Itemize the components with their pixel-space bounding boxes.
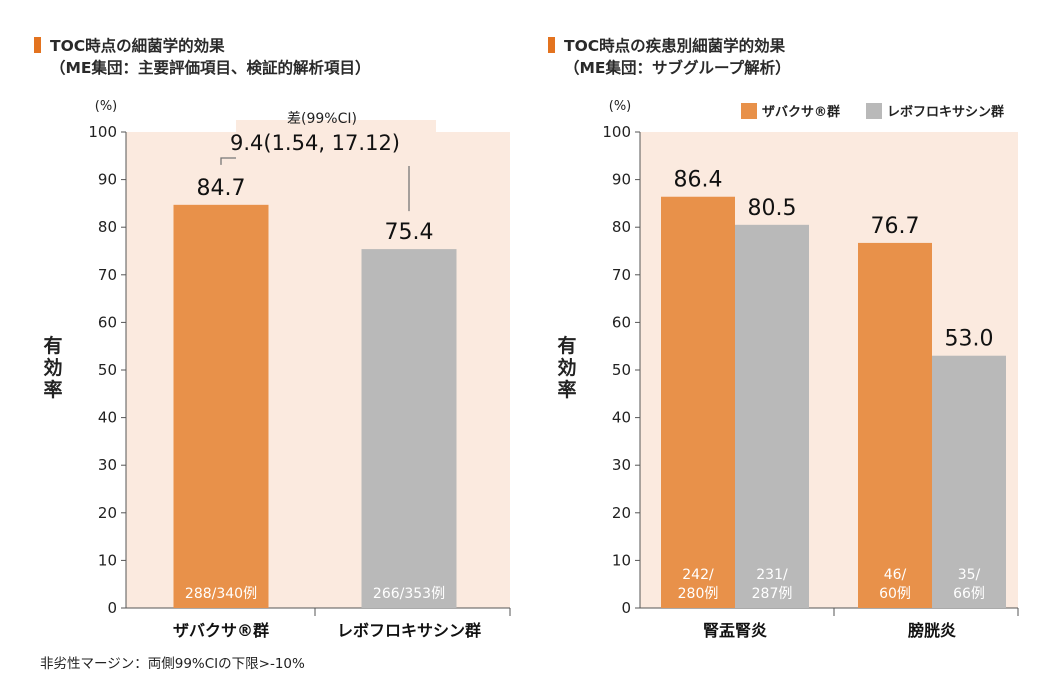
right-y-tick-label: 90	[612, 171, 631, 189]
legend-swatch-zerbaxa	[741, 103, 757, 119]
left-y-tick-label: 30	[98, 456, 117, 474]
legend-swatch-levofloxacin	[866, 103, 882, 119]
left-bar-levofloxacin	[361, 249, 457, 608]
right-bar-value-label: 80.5	[748, 196, 797, 221]
right-y-tick-label: 80	[612, 218, 631, 236]
left-bar-count-label: 288/340例	[185, 586, 257, 602]
legend-label-levofloxacin: レボフロキサシン群	[887, 104, 1004, 120]
left-y-label-char: 有	[43, 334, 62, 357]
right-y-tick-label: 0	[621, 599, 631, 617]
left-y-tick-label: 70	[98, 266, 117, 284]
legend-label-zerbaxa: ザバクサ®群	[762, 104, 840, 120]
right-bar-value-label: 86.4	[674, 168, 723, 193]
right-title-line2: （ME集団：サブグループ解析）	[564, 59, 791, 77]
right-y-tick-label: 10	[612, 551, 631, 569]
right-y-tick-label: 40	[612, 409, 631, 427]
left-y-label-char: 効	[43, 356, 62, 379]
right-bar-zerbaxa	[661, 196, 735, 608]
right-y-tick-label: 20	[612, 504, 631, 522]
left-y-tick-label: 50	[98, 361, 117, 379]
left-y-tick-label: 0	[107, 599, 117, 617]
right-category-label: 膀胱炎	[908, 621, 956, 640]
difference-value: 9.4(1.54, 17.12)	[230, 131, 400, 155]
right-bar-count-line2: 287例	[752, 586, 793, 602]
right-bar-count-line1: 35/	[958, 567, 981, 583]
left-y-tick-label: 100	[88, 123, 117, 141]
right-y-label-char: 有	[557, 334, 576, 357]
right-y-tick-label: 30	[612, 456, 631, 474]
right-bar-count-line1: 231/	[756, 567, 788, 583]
left-y-tick-label: 20	[98, 504, 117, 522]
left-category-label: ザバクサ®群	[173, 621, 269, 640]
right-bar-count-line1: 46/	[884, 567, 907, 583]
left-title-line1: TOC時点の細菌学的効果	[50, 37, 225, 55]
right-y-tick-label: 50	[612, 361, 631, 379]
right-y-label-char: 率	[557, 378, 576, 401]
right-y-tick-label: 100	[602, 123, 631, 141]
right-bar-levofloxacin	[735, 224, 809, 608]
left-y-tick-label: 90	[98, 171, 117, 189]
right-bar-count-line2: 280例	[678, 586, 719, 602]
left-y-tick-label: 60	[98, 313, 117, 331]
left-category-label: レボフロキサシン群	[337, 621, 481, 640]
right-bar-levofloxacin	[932, 355, 1006, 608]
right-category-label: 腎盂腎炎	[703, 621, 767, 640]
right-bar-zerbaxa	[858, 242, 932, 608]
right-bar-count-line1: 242/	[682, 567, 714, 583]
footnote: 非劣性マージン：両側99%CIの下限>-10%	[40, 656, 305, 672]
left-bar-value-label: 75.4	[385, 220, 434, 245]
right-y-label-char: 効	[557, 356, 576, 379]
right-title-line1: TOC時点の疾患別細菌学的効果	[564, 37, 786, 55]
left-y-tick-label: 40	[98, 409, 117, 427]
right-bar-count-line2: 60例	[879, 586, 911, 602]
difference-label-bg	[236, 120, 436, 166]
right-bar-value-label: 53.0	[945, 327, 994, 352]
left-bar-count-label: 266/353例	[373, 586, 445, 602]
right-bar-count-line2: 66例	[953, 586, 985, 602]
difference-title: 差(99%CI)	[287, 111, 357, 127]
right-y-unit: (%)	[609, 99, 632, 114]
right-y-tick-label: 60	[612, 313, 631, 331]
left-bar-value-label: 84.7	[197, 176, 246, 201]
right-bar-value-label: 76.7	[871, 214, 920, 239]
left-y-tick-label: 10	[98, 551, 117, 569]
title-marker	[548, 37, 555, 53]
left-bar-zerbaxa	[173, 204, 269, 608]
left-y-label-char: 率	[43, 378, 62, 401]
left-title-line2: （ME集団：主要評価項目、検証的解析項目）	[50, 59, 371, 77]
right-y-tick-label: 70	[612, 266, 631, 284]
title-marker	[34, 37, 41, 53]
left-y-tick-label: 80	[98, 218, 117, 236]
left-y-unit: (%)	[95, 99, 118, 114]
